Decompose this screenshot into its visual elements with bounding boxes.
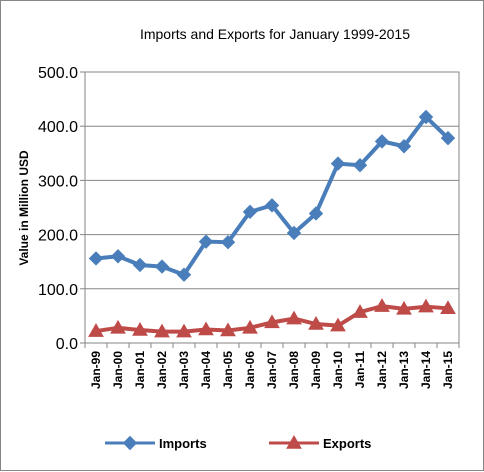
imports-data-point	[352, 158, 368, 173]
imports-data-point	[154, 259, 170, 274]
exports-data-point	[286, 310, 302, 325]
imports-data-point	[176, 267, 192, 282]
imports-data-point	[330, 156, 346, 171]
x-axis-ticks: Jan-99 Jan-00 Jan-01 Jan-02 Jan-03 Jan-04 Jan-…	[84, 343, 460, 389]
legend-exports-marker	[286, 434, 302, 449]
exports-data-point	[88, 323, 104, 337]
exports-data-point	[176, 323, 192, 338]
imports-data-point	[418, 109, 434, 125]
imports-data-point	[264, 198, 280, 213]
x-tick-label: Jan-10	[331, 351, 345, 389]
exports-data-point	[418, 298, 434, 313]
x-tick-label: Jan-15	[441, 351, 455, 389]
x-tick-label: Jan-02	[155, 351, 169, 389]
series-layer	[88, 109, 456, 338]
x-tick-label: Jan-13	[397, 351, 411, 389]
exports-data-point	[396, 300, 412, 315]
y-axis-label: Value in Million USD	[17, 150, 31, 266]
y-axis-ticks: 0.0 100.0 200.0 300.0 400.0 500.0	[38, 65, 85, 353]
x-tick-label: Jan-11	[353, 351, 367, 389]
x-tick-label: Jan-01	[133, 351, 147, 389]
chart-title: Imports and Exports for January 1999-201…	[140, 26, 410, 42]
exports-data-point	[220, 322, 236, 337]
x-tick-label: Jan-07	[265, 351, 279, 389]
y-tick-label: 100.0	[38, 282, 78, 299]
imports-data-point	[308, 206, 324, 221]
imports-data-point	[132, 257, 148, 273]
exports-data-point	[374, 298, 390, 312]
exports-data-point	[308, 316, 324, 330]
x-tick-label: Jan-05	[221, 351, 235, 389]
exports-data-point	[132, 321, 148, 336]
imports-data-point	[396, 139, 412, 154]
x-tick-label: Jan-14	[419, 351, 433, 389]
imports-data-point	[220, 234, 236, 250]
imports-data-point	[286, 225, 302, 241]
exports-data-point	[110, 319, 126, 334]
legend-imports-label: Imports	[159, 436, 207, 451]
exports-data-point	[242, 319, 258, 334]
x-tick-label: Jan-08	[287, 351, 301, 389]
exports-data-point	[352, 304, 368, 318]
x-tick-label: Jan-04	[199, 351, 213, 389]
imports-data-point	[242, 204, 258, 220]
imports-data-point	[374, 134, 390, 149]
exports-data-point	[330, 317, 346, 332]
exports-data-point	[198, 321, 214, 336]
imports-line	[95, 114, 450, 277]
imports-data-point	[198, 234, 214, 249]
y-tick-label: 200.0	[38, 228, 78, 245]
exports-data-point	[264, 314, 280, 329]
legend: Imports Exports	[105, 434, 371, 451]
legend-imports-marker	[122, 435, 138, 451]
x-tick-label: Jan-12	[375, 351, 389, 389]
imports-data-point	[88, 251, 104, 266]
plot-area	[84, 71, 460, 344]
exports-data-point	[440, 300, 456, 315]
y-tick-label: 500.0	[38, 65, 78, 82]
imports-data-point	[110, 249, 126, 264]
x-tick-label: Jan-00	[111, 351, 125, 389]
imports-data-point	[440, 130, 456, 146]
x-tick-label: Jan-99	[89, 351, 103, 389]
y-tick-label: 0.0	[56, 336, 78, 353]
exports-data-point	[154, 323, 170, 338]
y-tick-label: 400.0	[38, 119, 78, 136]
y-tick-label: 300.0	[38, 173, 78, 190]
legend-exports-label: Exports	[323, 436, 371, 451]
x-tick-label: Jan-06	[243, 351, 257, 389]
x-tick-label: Jan-09	[309, 351, 323, 389]
x-tick-label: Jan-03	[177, 351, 191, 389]
